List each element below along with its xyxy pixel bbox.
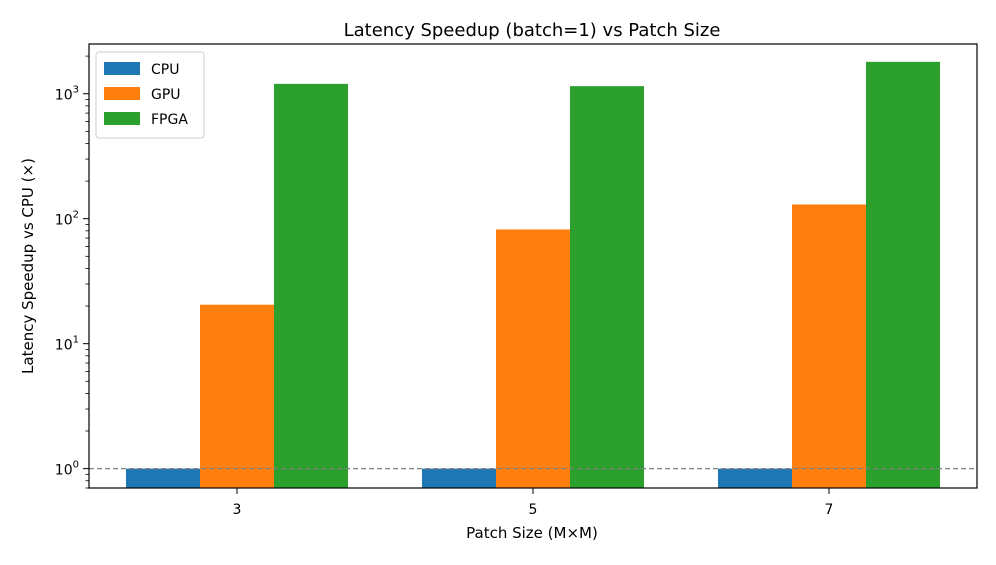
legend-items: CPU GPU FPGA: [104, 62, 188, 128]
y-ticks-layer: 100 101 102 103: [55, 55, 89, 489]
bar-cpu-5: [422, 468, 496, 488]
bar-fpga-7: [866, 61, 940, 488]
legend-label-cpu: CPU: [151, 62, 179, 78]
legend-swatch-cpu: [104, 62, 140, 75]
y-tick-label-10-2: 102: [55, 210, 79, 229]
bar-cpu-7: [718, 468, 792, 488]
legend-swatch-gpu: [104, 87, 140, 100]
x-ticks-layer: 3 5 7: [233, 488, 834, 518]
legend: CPU GPU FPGA: [95, 51, 205, 139]
bar-gpu-7: [792, 204, 866, 488]
y-tick-label-10-0: 100: [55, 460, 79, 479]
legend-swatch-fpga: [104, 112, 140, 125]
chart-title: Latency Speedup (batch=1) vs Patch Size: [344, 20, 721, 41]
y-tick-label-10-1: 101: [55, 335, 79, 354]
y-axis-label: Latency Speedup vs CPU (×): [19, 158, 37, 374]
y-tick-label-10-3: 103: [55, 85, 79, 104]
x-axis-label: Patch Size (M×M): [466, 524, 598, 542]
bar-gpu-5: [496, 229, 570, 488]
bar-gpu-3: [200, 304, 274, 488]
x-tick-label-3: 3: [233, 502, 242, 518]
x-tick-label-7: 7: [825, 502, 834, 518]
x-tick-label-5: 5: [529, 502, 538, 518]
bar-fpga-5: [570, 86, 644, 489]
bar-fpga-3: [274, 83, 348, 488]
legend-label-gpu: GPU: [151, 87, 181, 103]
legend-label-fpga: FPGA: [151, 112, 188, 128]
bars-layer: [126, 61, 940, 489]
bar-cpu-3: [126, 468, 200, 488]
